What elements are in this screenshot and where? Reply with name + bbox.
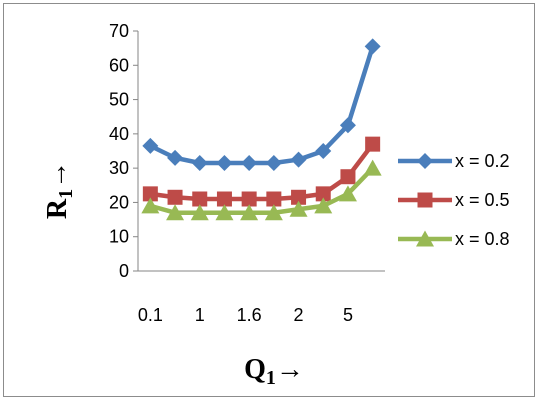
- data-point-x-0-2: [339, 117, 356, 134]
- data-point-x-0-5: [291, 189, 307, 205]
- legend-label-x-0-2: x = 0.2: [455, 151, 510, 171]
- legend-label-x-0-5: x = 0.5: [455, 190, 510, 210]
- data-point-x-0-5: [167, 189, 183, 205]
- legend: x = 0.2 x = 0.5 x = 0.8: [398, 151, 510, 249]
- data-point-x-0-2: [142, 137, 159, 154]
- data-point-x-0-8: [190, 204, 209, 221]
- data-point-x-0-2: [167, 149, 184, 166]
- y-axis-arrow: →: [42, 161, 73, 189]
- y-tick-label: 50: [109, 90, 129, 110]
- legend-marker-x-0-8: [416, 230, 434, 247]
- y-tick-label: 20: [109, 192, 129, 212]
- svg-text:Q1→: Q1→: [244, 354, 304, 389]
- data-point-x-0-2: [290, 151, 307, 168]
- x-tick-label: 2: [294, 305, 304, 325]
- data-point-x-0-8: [240, 204, 259, 221]
- series-line-x-0-8: [149, 166, 375, 215]
- x-axis-label: Q: [244, 354, 266, 385]
- series-line-x-0-2: [149, 45, 375, 166]
- series-line-x-0-5: [150, 142, 375, 202]
- data-point-x-0-5: [142, 186, 158, 202]
- data-point-x-0-5: [315, 186, 331, 202]
- plot-area: 0 10 20 30 40 50 60 70 0.1 1 1.6 2 5: [109, 21, 385, 325]
- data-point-x-0-8: [264, 204, 283, 221]
- legend-label-x-0-8: x = 0.8: [455, 229, 510, 249]
- y-tick-label: 60: [109, 55, 129, 75]
- data-point-x-0-8: [363, 159, 382, 176]
- legend-marker-x-0-5: [417, 192, 433, 208]
- data-point-x-0-2: [315, 143, 332, 159]
- x-tick-label: 5: [343, 305, 353, 325]
- x-tick-label: 1.6: [237, 305, 262, 325]
- x-axis-arrow: →: [276, 354, 304, 385]
- data-point-x-0-8: [289, 200, 308, 217]
- data-point-x-0-2: [364, 38, 381, 55]
- svg-text:R1→: R1→: [42, 161, 77, 219]
- data-point-x-0-8: [141, 197, 160, 214]
- data-point-x-0-5: [365, 136, 381, 152]
- y-tick-label: 30: [109, 158, 129, 178]
- x-tick-label: 0.1: [138, 305, 163, 325]
- data-point-x-0-5: [192, 191, 208, 207]
- y-axis-label: R: [42, 198, 73, 219]
- y-tick-label: 10: [109, 227, 129, 247]
- legend-marker-x-0-2: [417, 153, 433, 169]
- y-tick-label: 70: [109, 21, 129, 41]
- x-axis-label-subscript: 1: [266, 367, 276, 389]
- data-point-x-0-8: [314, 197, 333, 214]
- x-axis-title: Q1→: [244, 354, 304, 389]
- data-point-x-0-8: [166, 204, 185, 221]
- data-point-x-0-5: [216, 191, 232, 207]
- data-point-x-0-8: [215, 204, 234, 221]
- data-point-x-0-5: [266, 191, 282, 207]
- data-point-x-0-5: [340, 169, 356, 185]
- data-point-x-0-2: [191, 155, 208, 171]
- data-point-x-0-2: [265, 155, 282, 171]
- y-axis-label-subscript: 1: [55, 189, 77, 199]
- y-tick-label: 0: [119, 261, 129, 281]
- x-tick-label: 1: [195, 305, 205, 325]
- data-point-x-0-5: [241, 191, 257, 207]
- y-tick-label: 40: [109, 124, 129, 144]
- data-point-x-0-8: [338, 185, 357, 202]
- data-point-x-0-2: [216, 155, 233, 171]
- data-point-x-0-2: [241, 155, 258, 171]
- y-axis-title: R1→: [42, 161, 77, 219]
